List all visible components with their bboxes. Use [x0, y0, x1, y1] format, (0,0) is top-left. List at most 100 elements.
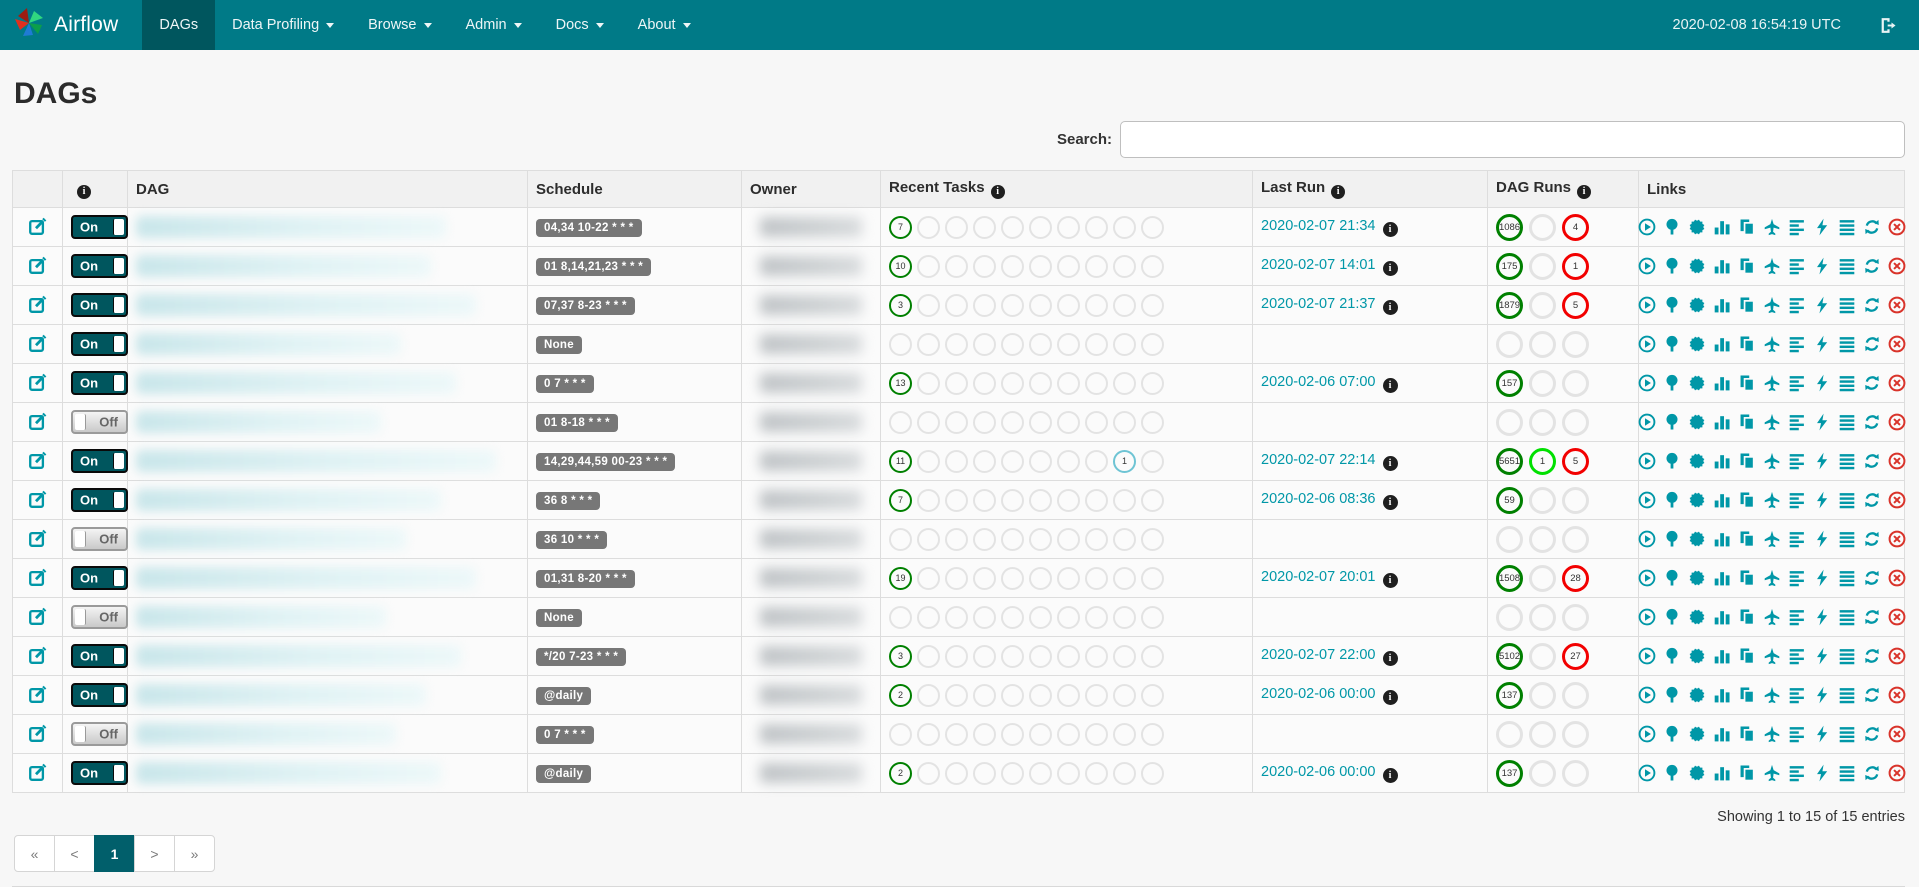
dag-name-redacted[interactable]	[136, 294, 476, 316]
edit-dag-icon[interactable]	[28, 216, 48, 236]
task-tries-icon[interactable]	[1738, 686, 1756, 704]
task-duration-icon[interactable]	[1713, 569, 1731, 587]
dag-run-running-circle[interactable]	[1529, 330, 1556, 358]
dag-run-failed-circle[interactable]	[1562, 369, 1589, 397]
task-state-circle[interactable]	[973, 566, 996, 590]
code-view-icon[interactable]	[1813, 569, 1831, 587]
tree-view-icon[interactable]	[1663, 569, 1681, 587]
dag-pause-toggle[interactable]: On	[71, 761, 128, 785]
task-state-circle[interactable]	[1001, 332, 1024, 356]
log-view-icon[interactable]	[1838, 413, 1856, 431]
graph-view-icon[interactable]	[1688, 413, 1706, 431]
refresh-icon[interactable]	[1863, 374, 1881, 392]
task-duration-icon[interactable]	[1713, 335, 1731, 353]
dag-run-success-circle[interactable]	[1496, 408, 1523, 436]
last-page-button[interactable]: »	[174, 835, 215, 872]
prev-page-button[interactable]: <	[54, 835, 95, 872]
task-state-circle[interactable]	[1057, 332, 1080, 356]
gantt-view-icon[interactable]	[1788, 452, 1806, 470]
task-state-circle[interactable]	[1029, 566, 1052, 590]
task-tries-icon[interactable]	[1738, 608, 1756, 626]
task-state-circle[interactable]	[917, 449, 940, 473]
task-state-circle[interactable]	[1057, 527, 1080, 551]
tree-view-icon[interactable]	[1663, 413, 1681, 431]
dag-run-running-circle[interactable]	[1529, 252, 1556, 280]
task-state-circle[interactable]	[1141, 215, 1164, 239]
dag-name-redacted[interactable]	[136, 762, 441, 784]
tree-view-icon[interactable]	[1663, 725, 1681, 743]
task-state-circle[interactable]	[1029, 254, 1052, 278]
task-state-circle[interactable]	[1085, 761, 1108, 785]
nav-item-docs[interactable]: Docs	[539, 0, 621, 50]
refresh-icon[interactable]	[1863, 647, 1881, 665]
task-state-circle[interactable]	[973, 683, 996, 707]
header-schedule[interactable]: Schedule	[527, 170, 742, 208]
delete-dag-icon[interactable]	[1888, 218, 1906, 236]
code-view-icon[interactable]	[1813, 491, 1831, 509]
task-duration-icon[interactable]	[1713, 530, 1731, 548]
code-view-icon[interactable]	[1813, 764, 1831, 782]
task-state-circle[interactable]	[1113, 332, 1136, 356]
dag-run-success-circle[interactable]: 175	[1496, 252, 1523, 280]
trigger-dag-icon[interactable]	[1638, 218, 1656, 236]
task-state-circle[interactable]	[1085, 371, 1108, 395]
landing-times-icon[interactable]	[1763, 686, 1781, 704]
task-tries-icon[interactable]	[1738, 530, 1756, 548]
dag-pause-toggle[interactable]: On	[71, 488, 128, 512]
graph-view-icon[interactable]	[1688, 218, 1706, 236]
task-state-circle[interactable]	[1113, 644, 1136, 668]
task-state-circle[interactable]	[1141, 293, 1164, 317]
dag-pause-toggle[interactable]: On	[71, 644, 128, 668]
task-state-circle[interactable]	[945, 293, 968, 317]
delete-dag-icon[interactable]	[1888, 335, 1906, 353]
task-state-circle[interactable]	[1029, 449, 1052, 473]
trigger-dag-icon[interactable]	[1638, 569, 1656, 587]
landing-times-icon[interactable]	[1763, 569, 1781, 587]
task-state-circle[interactable]: 3	[889, 293, 912, 317]
task-state-circle[interactable]	[1029, 488, 1052, 512]
trigger-dag-icon[interactable]	[1638, 491, 1656, 509]
task-state-circle[interactable]	[1113, 254, 1136, 278]
dag-pause-toggle[interactable]: Off	[71, 410, 128, 434]
task-state-circle[interactable]	[1057, 566, 1080, 590]
edit-dag-icon[interactable]	[28, 723, 48, 743]
graph-view-icon[interactable]	[1688, 296, 1706, 314]
task-state-circle[interactable]	[1141, 722, 1164, 746]
gantt-view-icon[interactable]	[1788, 413, 1806, 431]
dag-run-failed-circle[interactable]	[1562, 525, 1589, 553]
dag-run-success-circle[interactable]: 1508	[1496, 564, 1523, 592]
edit-dag-icon[interactable]	[28, 372, 48, 392]
dag-run-running-circle[interactable]	[1529, 291, 1556, 319]
dag-run-failed-circle[interactable]	[1562, 486, 1589, 514]
task-state-circle[interactable]	[1029, 605, 1052, 629]
landing-times-icon[interactable]	[1763, 452, 1781, 470]
task-state-circle[interactable]	[1057, 488, 1080, 512]
last-run-link[interactable]: 2020-02-07 20:01	[1261, 569, 1376, 585]
task-state-circle[interactable]	[973, 722, 996, 746]
last-run-link[interactable]: 2020-02-07 22:00	[1261, 647, 1376, 663]
logout-icon[interactable]	[1879, 16, 1897, 34]
task-state-circle[interactable]: 2	[889, 761, 912, 785]
task-state-circle[interactable]	[945, 371, 968, 395]
graph-view-icon[interactable]	[1688, 452, 1706, 470]
landing-times-icon[interactable]	[1763, 296, 1781, 314]
log-view-icon[interactable]	[1838, 764, 1856, 782]
tree-view-icon[interactable]	[1663, 647, 1681, 665]
task-state-circle[interactable]	[1029, 722, 1052, 746]
task-duration-icon[interactable]	[1713, 491, 1731, 509]
trigger-dag-icon[interactable]	[1638, 374, 1656, 392]
task-state-circle[interactable]	[1085, 410, 1108, 434]
dag-run-failed-circle[interactable]: 28	[1562, 564, 1589, 592]
delete-dag-icon[interactable]	[1888, 764, 1906, 782]
edit-dag-icon[interactable]	[28, 684, 48, 704]
tree-view-icon[interactable]	[1663, 218, 1681, 236]
task-tries-icon[interactable]	[1738, 218, 1756, 236]
task-tries-icon[interactable]	[1738, 452, 1756, 470]
task-state-circle[interactable]	[973, 254, 996, 278]
task-tries-icon[interactable]	[1738, 335, 1756, 353]
edit-dag-icon[interactable]	[28, 450, 48, 470]
task-state-circle[interactable]	[1113, 488, 1136, 512]
dag-pause-toggle[interactable]: Off	[71, 605, 128, 629]
refresh-icon[interactable]	[1863, 218, 1881, 236]
graph-view-icon[interactable]	[1688, 725, 1706, 743]
